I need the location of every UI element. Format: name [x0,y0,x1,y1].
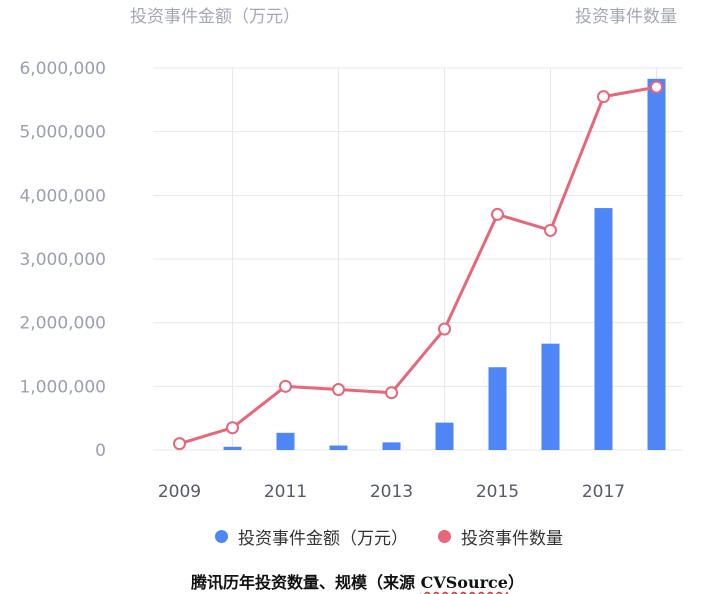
legend-amount-marker [215,530,228,543]
bar-amount [541,343,560,450]
bar-amount [276,432,295,450]
bar-amount [647,78,666,450]
line-count-point [438,322,451,336]
chart-canvas: 6,000,000 5,000,000 4,000,000 3,000,000 2,00… [19,59,683,502]
y-tick-label: 0 [95,441,106,461]
bar-amount [435,422,454,450]
line-count-point [597,90,610,104]
legend-count-marker [438,530,451,543]
left-axis-title: 投资事件金额（万元） [130,7,300,27]
line-count-point [279,379,292,393]
y-tick-label: 5,000,000 [19,123,106,143]
caption-source: CVSource [420,573,508,592]
x-tick-label: 2015 [476,482,519,502]
legend-amount-label: 投资事件金额（万元） [238,529,408,549]
line-count-point [332,383,345,397]
y-tick-label: 1,000,000 [19,377,106,397]
right-axis-title: 投资事件数量 [575,7,677,27]
caption-close: ） [507,573,524,592]
bar-amount [382,442,401,450]
line-count-point [226,421,239,435]
x-tick-label: 2011 [264,482,307,502]
bar-amount [488,367,507,450]
y-tick-label: 2,000,000 [19,314,106,334]
x-tick-label: 2009 [158,482,201,502]
bar-amount [329,445,348,450]
bar-amount [223,446,242,450]
line-count-point [650,80,663,94]
legend-item-count[interactable]: 投资事件数量 [438,524,563,549]
bar-amount [594,208,613,450]
x-tick-label: 2017 [582,482,625,502]
line-count-point [544,223,557,237]
line-count-point [173,437,186,451]
line-count-point [491,207,504,221]
figure-caption: 腾讯历年投资数量、规模（来源 CVSource） [0,569,715,593]
legend-item-amount[interactable]: 投资事件金额（万元） [215,524,408,549]
y-tick-label: 4,000,000 [19,186,106,206]
y-tick-label: 3,000,000 [19,250,106,270]
line-count-series [179,85,657,446]
y-tick-label: 6,000,000 [19,59,106,79]
legend-count-label: 投资事件数量 [461,529,563,549]
x-tick-label: 2013 [370,482,413,502]
caption-main: 腾讯历年投资数量、规模（来源 [191,573,421,592]
line-count-point [385,386,398,400]
